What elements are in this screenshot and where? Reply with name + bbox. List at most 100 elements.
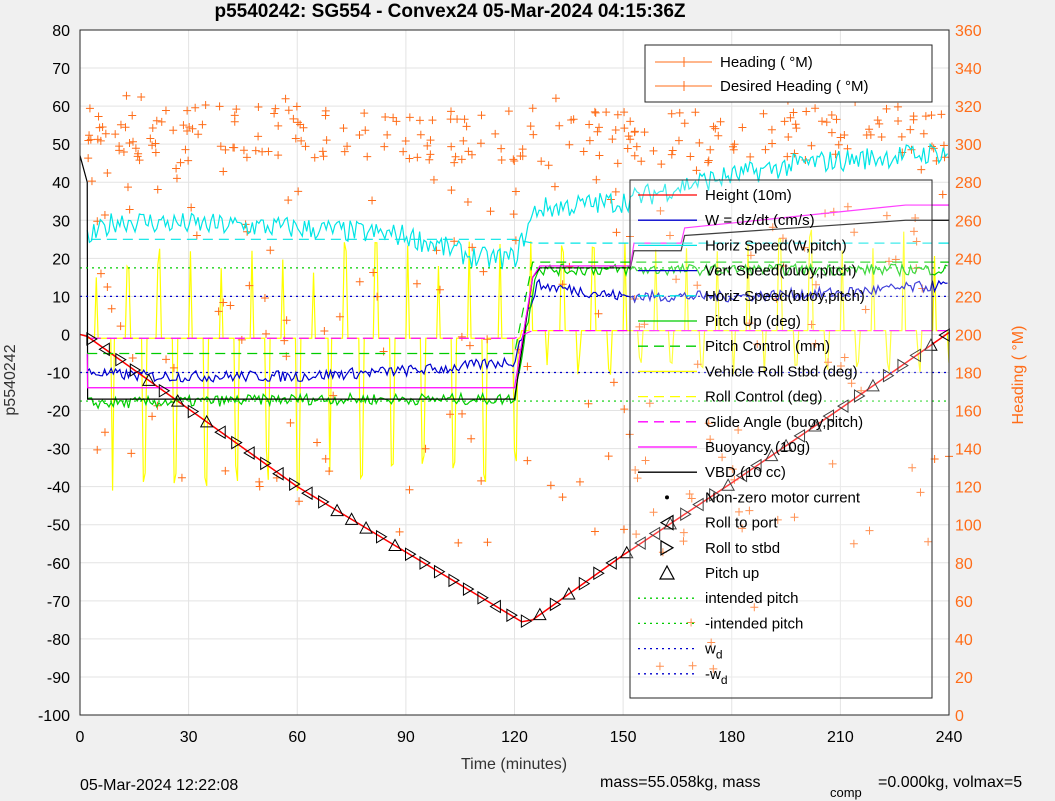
roll-pitch-marker [115, 352, 127, 367]
heading-point [216, 142, 225, 151]
heading-point [381, 113, 390, 122]
legend-label: W = dz/dt (cm/s) [705, 212, 815, 229]
heading-point [637, 157, 646, 166]
heading-point [497, 144, 506, 153]
y-axis-label: p5540242 [2, 344, 19, 415]
roll-pitch-marker [158, 383, 171, 398]
heading-point [919, 129, 928, 138]
y2-tick-label: 360 [955, 23, 982, 40]
heading-point [866, 130, 875, 139]
heading-point [909, 227, 918, 236]
heading-point [131, 144, 140, 153]
y2-tick-label: 40 [955, 632, 973, 649]
heading-point [281, 94, 290, 103]
y-tick-label: -60 [47, 556, 70, 573]
heading-point [885, 257, 894, 266]
heading-point [640, 128, 649, 137]
heading-point [260, 293, 269, 302]
heading-point [679, 528, 688, 537]
y-tick-label: -30 [47, 442, 70, 459]
heading-point [447, 186, 456, 195]
heading-point [339, 124, 348, 133]
roll-pitch-marker [214, 425, 226, 440]
heading-point [591, 108, 600, 117]
heading-point [546, 481, 555, 490]
heading-point [214, 307, 223, 316]
roll-pitch-marker [533, 607, 547, 621]
legend-swatch [660, 539, 675, 556]
legend-label: intended pitch [705, 590, 798, 607]
heading-point [927, 111, 936, 120]
heading-point [219, 298, 228, 307]
roll-pitch-marker [448, 573, 460, 588]
heading-point [85, 104, 94, 113]
heading-point [706, 145, 715, 154]
heading-point [152, 116, 161, 125]
y2-tick-label: 100 [955, 518, 982, 535]
roll-pitch-marker [98, 342, 110, 357]
heading-point [655, 662, 664, 671]
heading-point [790, 513, 799, 522]
heading-point [759, 109, 768, 118]
heading-point [778, 234, 787, 243]
y-tick-label: -80 [47, 632, 70, 649]
heading-point [511, 236, 520, 245]
x-tick-label: 150 [610, 729, 637, 746]
x-axis-label: Time (minutes) [461, 756, 567, 773]
heading-point [595, 151, 604, 160]
heading-point [100, 210, 109, 219]
roll-pitch-marker [187, 404, 200, 419]
heading-point [380, 142, 389, 151]
roll-pitch-marker [808, 418, 822, 432]
heading-point [585, 136, 594, 145]
heading-point [405, 154, 414, 163]
heading-point [266, 246, 275, 255]
heading-point [590, 527, 599, 536]
heading-point [151, 148, 160, 157]
heading-point [630, 151, 639, 160]
heading-point [179, 121, 188, 130]
plot-frame [79, 29, 950, 716]
heading-point [695, 138, 704, 147]
heading-point [641, 456, 650, 465]
x-tick-label: 30 [180, 729, 198, 746]
heading-point [135, 156, 144, 165]
heading-point [680, 119, 689, 128]
y-tick-label: 20 [52, 251, 70, 268]
legend-label: VBD (10 cc) [705, 464, 786, 481]
heading-point [446, 410, 455, 419]
heading-point [691, 108, 700, 117]
heading-point [96, 136, 105, 145]
y-tick-label: -50 [47, 518, 70, 535]
heading-point [446, 107, 455, 116]
heading-legend: Heading ( °M) Desired Heading ( °M) [644, 44, 933, 103]
heading-point [704, 156, 713, 165]
heading-point [608, 135, 617, 144]
heading-point [834, 140, 843, 149]
heading-point [827, 110, 836, 119]
heading-point [128, 354, 137, 363]
heading-point [626, 135, 635, 144]
roll-pitch-marker [605, 556, 617, 570]
y2-tick-label: 300 [955, 137, 982, 154]
heading-point [239, 146, 248, 155]
heading-point [335, 312, 344, 321]
heading-point [491, 129, 500, 138]
heading-point [672, 275, 681, 284]
heading-point [909, 112, 918, 121]
heading-point [685, 489, 694, 498]
heading-point [111, 130, 120, 139]
heading-point [897, 132, 906, 141]
roll-pitch-marker [243, 446, 255, 460]
heading-point [255, 477, 264, 486]
x-tick-label: 60 [288, 729, 306, 746]
roll-pitch-marker [680, 507, 692, 522]
roll-pitch-marker [419, 556, 431, 570]
heading-point [609, 378, 618, 387]
heading-point [674, 136, 683, 145]
heading-point [893, 102, 902, 111]
heading-point [172, 164, 181, 173]
heading-point [604, 452, 613, 461]
heading-point [435, 285, 444, 294]
